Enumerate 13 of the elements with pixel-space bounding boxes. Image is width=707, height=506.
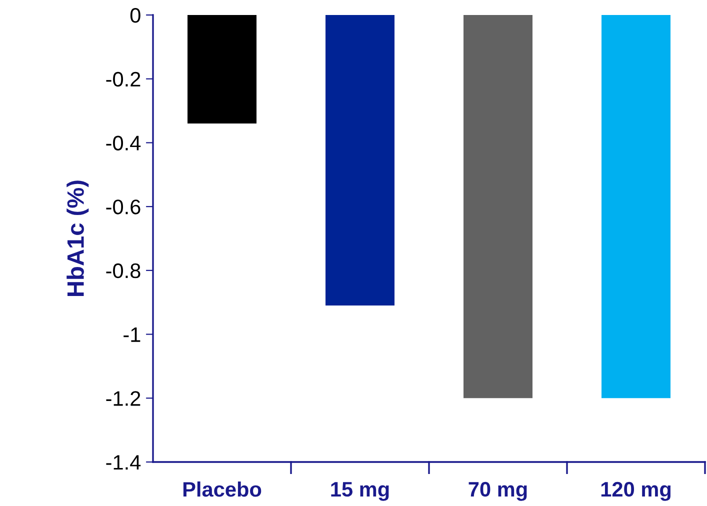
- y-tick-label: 0: [130, 8, 140, 23]
- y-tick-label: -0.4: [106, 136, 141, 150]
- x-tick-label: 70 mg: [468, 482, 527, 501]
- x-tick-label: Placebo: [183, 481, 262, 497]
- x-tick-label: 15 mg: [331, 482, 389, 501]
- y-tick-label: -0.2: [106, 72, 140, 87]
- y-axis-title: HbA1c (%): [66, 180, 89, 296]
- y-tick-label: -0.6: [106, 200, 140, 214]
- y-tick-label: -1.2: [106, 391, 140, 406]
- y-tick-label: -1.4: [106, 455, 141, 470]
- x-tick-label: 120 mg: [601, 482, 671, 501]
- y-tick-label: -1: [124, 328, 140, 342]
- y-tick-label: -0.8: [106, 263, 140, 278]
